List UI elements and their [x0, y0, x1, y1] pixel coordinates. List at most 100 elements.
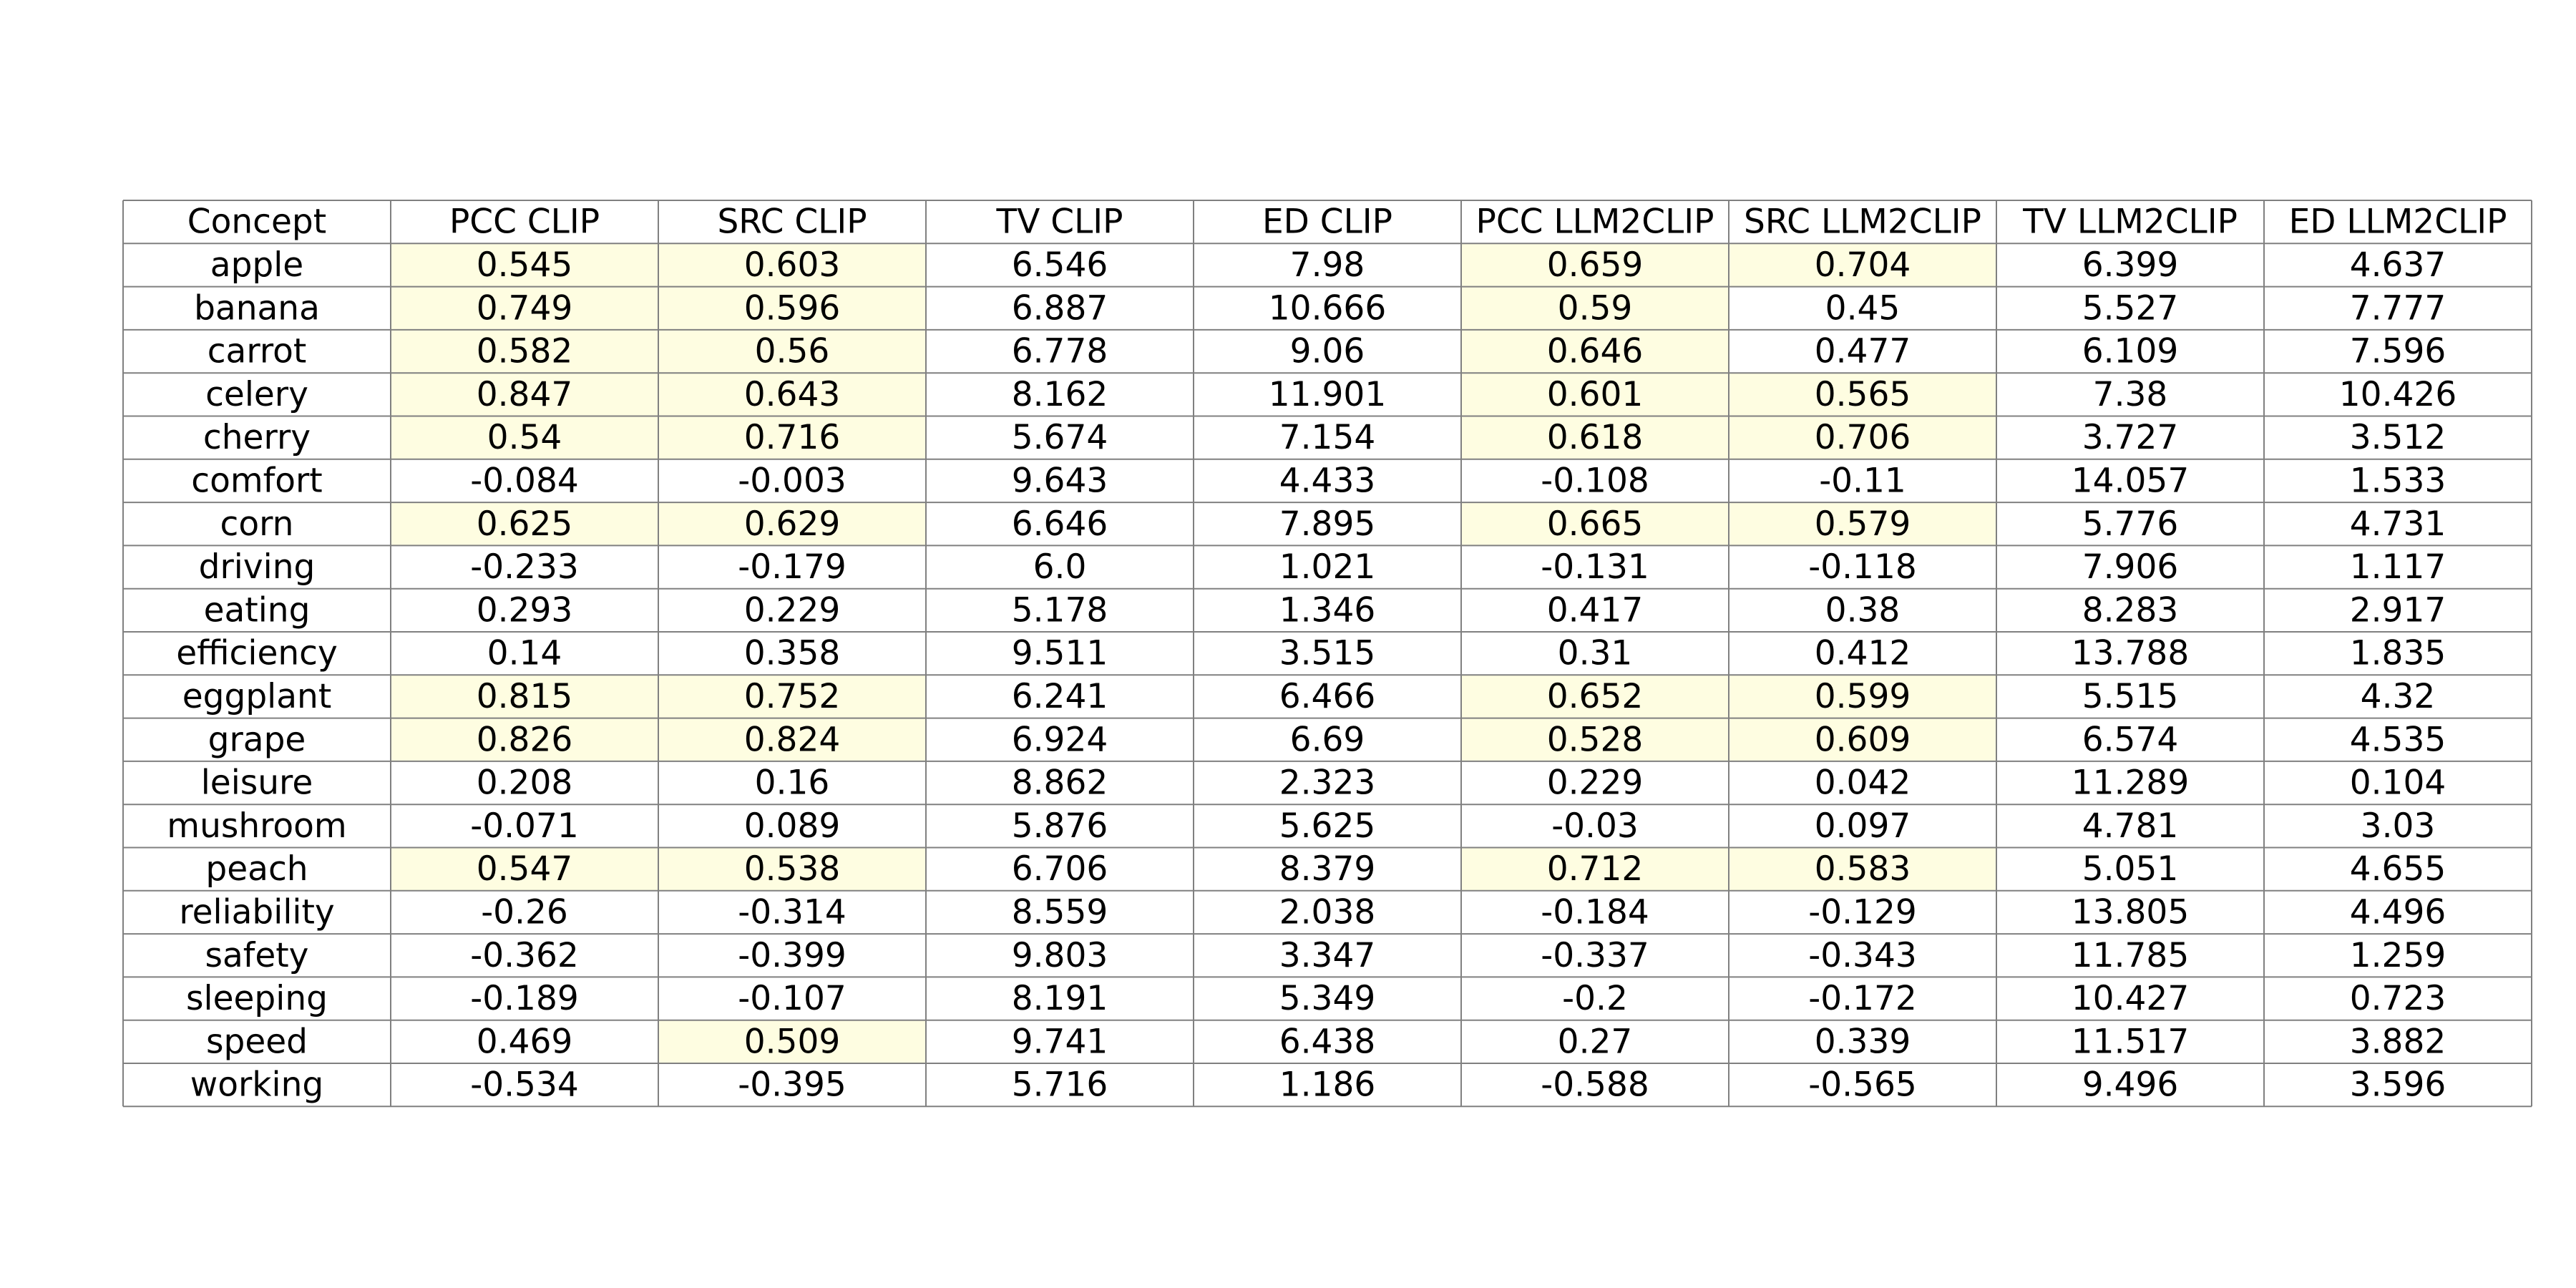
table-cell: 6.109 [2082, 332, 2179, 371]
highlight-cell [391, 675, 658, 718]
table-cell: 6.646 [1012, 504, 1108, 544]
table-cell: 5.178 [1012, 590, 1108, 630]
column-header: SRC CLIP [717, 203, 867, 242]
table-cell: 11.289 [2072, 763, 2189, 803]
highlight-cell [391, 502, 658, 546]
table-cell: 7.895 [1279, 504, 1376, 544]
column-header: ED CLIP [1262, 203, 1392, 242]
concept-label: apple [210, 245, 303, 285]
table-cell: 0.706 [1815, 418, 1911, 457]
table-cell: 1.835 [2350, 634, 2446, 673]
table-cell: 3.882 [2350, 1022, 2446, 1061]
table-cell: 0.097 [1815, 806, 1911, 846]
highlight-cell [1729, 847, 1996, 891]
table-cell: 5.716 [1012, 1065, 1108, 1105]
table-cell: 7.98 [1290, 245, 1365, 285]
table-cell: -0.343 [1808, 936, 1917, 975]
table-cell: 8.283 [2082, 590, 2179, 630]
table-cell: 5.674 [1012, 418, 1108, 457]
table-cell: 0.538 [744, 849, 841, 889]
table-row: leisure 0.208 0.16 8.862 2.323 0.229 0.042 11.2… [201, 763, 2446, 803]
table-cell: 0.27 [1558, 1022, 1633, 1061]
highlight-cell [658, 329, 926, 374]
table-cell: 5.876 [1012, 806, 1108, 846]
table-cell: 0.625 [477, 504, 573, 544]
concept-label: carrot [208, 332, 307, 371]
concept-label: celery [205, 375, 308, 414]
table-cell: -0.108 [1541, 461, 1649, 500]
highlight-cell [1461, 416, 1729, 459]
table-cell: 14.057 [2072, 461, 2189, 500]
table-row: celery 0.847 0.643 8.162 11.901 0.601 0.565 7.3… [205, 375, 2457, 414]
highlight-cell [1729, 416, 1996, 459]
table-cell: 8.191 [1012, 979, 1108, 1018]
concept-label: eggplant [182, 677, 332, 716]
table-row: reliability -0.26 -0.314 8.559 2.038 -0.184 -0… [179, 892, 2446, 932]
highlight-cell [391, 718, 658, 761]
table-cell: 0.417 [1547, 590, 1644, 630]
highlight-layer [391, 243, 1996, 1063]
concept-label: driving [199, 547, 316, 587]
table-cell: -0.118 [1808, 547, 1917, 587]
table-cell: 8.162 [1012, 375, 1108, 414]
table-cell: 0.59 [1558, 288, 1633, 328]
table-cell: -0.588 [1541, 1065, 1649, 1105]
concept-label: mushroom [167, 806, 346, 846]
table-row: corn 0.625 0.629 6.646 7.895 0.665 0.579 5.776 4… [220, 504, 2446, 544]
table-cell: 10.427 [2072, 979, 2189, 1018]
concept-label: speed [206, 1022, 308, 1061]
column-header: TV CLIP [995, 203, 1123, 242]
table-cell: 0.31 [1558, 634, 1633, 673]
highlight-cell [658, 243, 926, 287]
table-cell: 0.847 [477, 375, 573, 414]
table-cell: 4.731 [2350, 504, 2446, 544]
concept-label: comfort [191, 461, 322, 500]
concept-label: safety [205, 936, 309, 975]
table-cell: 11.901 [1269, 375, 1386, 414]
table-cell: 0.339 [1815, 1022, 1911, 1061]
table-cell: 7.596 [2350, 332, 2446, 371]
table-cell: 6.399 [2082, 245, 2179, 285]
table-cell: 1.117 [2350, 547, 2446, 587]
table-cell: 0.38 [1825, 590, 1901, 630]
table-cell: 0.665 [1547, 504, 1644, 544]
table-cell: -0.337 [1541, 936, 1649, 975]
column-header: PCC LLM2CLIP [1476, 203, 1714, 242]
highlight-cell [658, 286, 926, 330]
column-header: Concept [187, 203, 326, 242]
table-cell: 4.535 [2350, 720, 2446, 759]
table-cell: 0.749 [477, 288, 573, 328]
table-cell: 0.104 [2350, 763, 2446, 803]
table-cell: 7.38 [2093, 375, 2168, 414]
table-cell: 4.781 [2082, 806, 2179, 846]
table-cell: 0.815 [477, 677, 573, 716]
table-cell: 0.229 [744, 590, 841, 630]
table-cell: 0.752 [744, 677, 841, 716]
table-cell: 0.528 [1547, 720, 1644, 759]
table-cell: 4.637 [2350, 245, 2446, 285]
table-cell: 0.56 [755, 332, 830, 371]
column-header: PCC CLIP [449, 203, 600, 242]
table-cell: 6.574 [2082, 720, 2179, 759]
table-cell: 11.785 [2072, 936, 2189, 975]
table-cell: 5.776 [2082, 504, 2179, 544]
highlight-cell [1729, 718, 1996, 761]
table-row: banana 0.749 0.596 6.887 10.666 0.59 0.45 5.527… [194, 288, 2446, 328]
table-cell: 0.618 [1547, 418, 1644, 457]
table-row: peach 0.547 0.538 6.706 8.379 0.712 0.583 5.051… [205, 849, 2446, 889]
concept-label: efficiency [176, 634, 338, 673]
table-row: eating 0.293 0.229 5.178 1.346 0.417 0.38 8.283… [204, 590, 2446, 630]
table-cell: 6.241 [1012, 677, 1108, 716]
table-cell: -0.314 [738, 892, 847, 932]
highlight-cell [658, 718, 926, 761]
column-header: SRC LLM2CLIP [1744, 203, 1981, 242]
table-cell: -0.172 [1808, 979, 1917, 1018]
table-cell: 9.496 [2082, 1065, 2179, 1105]
table-cell: 0.477 [1815, 332, 1911, 371]
highlight-cell [1461, 718, 1729, 761]
table-cell: 0.16 [755, 763, 830, 803]
table-cell: 0.826 [477, 720, 573, 759]
concept-label: grape [208, 720, 306, 759]
table-cell: 0.609 [1815, 720, 1911, 759]
